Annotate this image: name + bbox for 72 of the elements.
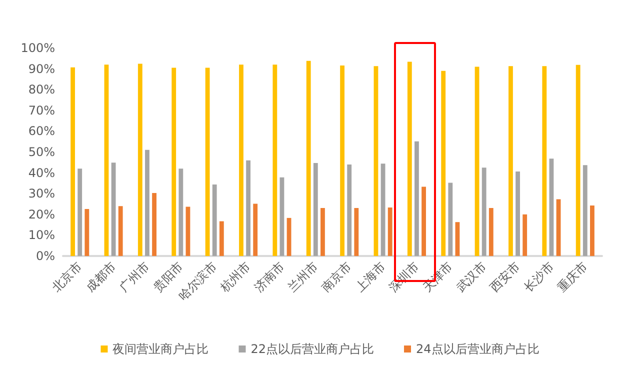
bar xyxy=(374,66,378,256)
bar xyxy=(70,67,75,256)
bar xyxy=(205,68,210,256)
y-tick-label: 90% xyxy=(28,62,55,76)
bar xyxy=(455,222,460,256)
x-tick-label: 济南市 xyxy=(252,259,287,294)
bar xyxy=(118,206,123,256)
bar xyxy=(556,199,561,256)
y-tick-label: 10% xyxy=(28,228,55,242)
bar xyxy=(516,172,520,256)
bar xyxy=(576,64,580,256)
bar xyxy=(474,66,480,256)
bar xyxy=(145,150,150,256)
x-tick-label: 西安市 xyxy=(487,259,523,294)
bar xyxy=(78,168,82,256)
x-tick-label: 上海市 xyxy=(352,259,388,294)
bar xyxy=(482,168,486,256)
bar xyxy=(320,208,325,256)
x-tick-label: 杭州市 xyxy=(217,259,254,296)
x-tick-label: 武汉市 xyxy=(454,259,490,294)
bar xyxy=(488,208,494,256)
bar xyxy=(111,162,116,256)
bar xyxy=(186,206,190,256)
bar xyxy=(347,164,352,256)
bar xyxy=(340,65,344,256)
bar xyxy=(590,205,594,256)
bar xyxy=(508,66,513,256)
bar xyxy=(219,221,224,256)
bar xyxy=(152,192,156,256)
bar xyxy=(246,160,250,256)
y-tick-label: 40% xyxy=(28,166,55,180)
bar xyxy=(138,64,142,256)
bar xyxy=(239,64,244,256)
bar xyxy=(448,182,453,256)
x-tick-label: 南京市 xyxy=(318,259,354,294)
bar xyxy=(354,208,359,256)
x-tick-label: 广州市 xyxy=(116,259,152,294)
bar xyxy=(104,64,109,256)
x-tick-label: 长沙市 xyxy=(521,259,556,294)
legend-label: 夜间营业商户占比 xyxy=(112,342,209,356)
bar xyxy=(522,214,528,256)
bar xyxy=(178,168,184,256)
bar xyxy=(441,70,446,256)
legend-label: 24点以后营业商户占比 xyxy=(416,342,540,356)
y-tick-label: 70% xyxy=(28,103,55,118)
x-tick-label: 兰州市 xyxy=(285,259,321,294)
bar xyxy=(549,158,554,256)
bar xyxy=(212,184,217,256)
y-tick-label: 50% xyxy=(28,145,55,159)
bar xyxy=(582,165,588,256)
bar xyxy=(414,141,419,256)
y-tick-label: 100% xyxy=(20,41,55,55)
y-tick-label: 30% xyxy=(28,186,55,201)
bar xyxy=(407,62,412,256)
bar xyxy=(542,66,547,256)
y-tick-label: 20% xyxy=(28,207,55,222)
bar xyxy=(422,186,426,256)
legend-label: 22点以后营业商户占比 xyxy=(250,342,374,356)
bar xyxy=(388,208,392,256)
x-tick-label: 成都市 xyxy=(83,259,118,294)
bar xyxy=(286,218,292,256)
bar xyxy=(172,68,176,256)
bar xyxy=(280,177,284,256)
bar xyxy=(84,208,90,256)
bar xyxy=(272,64,278,256)
bar xyxy=(306,60,311,256)
bar xyxy=(313,163,318,256)
x-tick-label: 重庆市 xyxy=(554,259,590,294)
y-tick-label: 80% xyxy=(28,82,55,97)
bar xyxy=(380,164,386,256)
y-tick-label: 60% xyxy=(28,124,55,138)
bar xyxy=(253,204,258,256)
